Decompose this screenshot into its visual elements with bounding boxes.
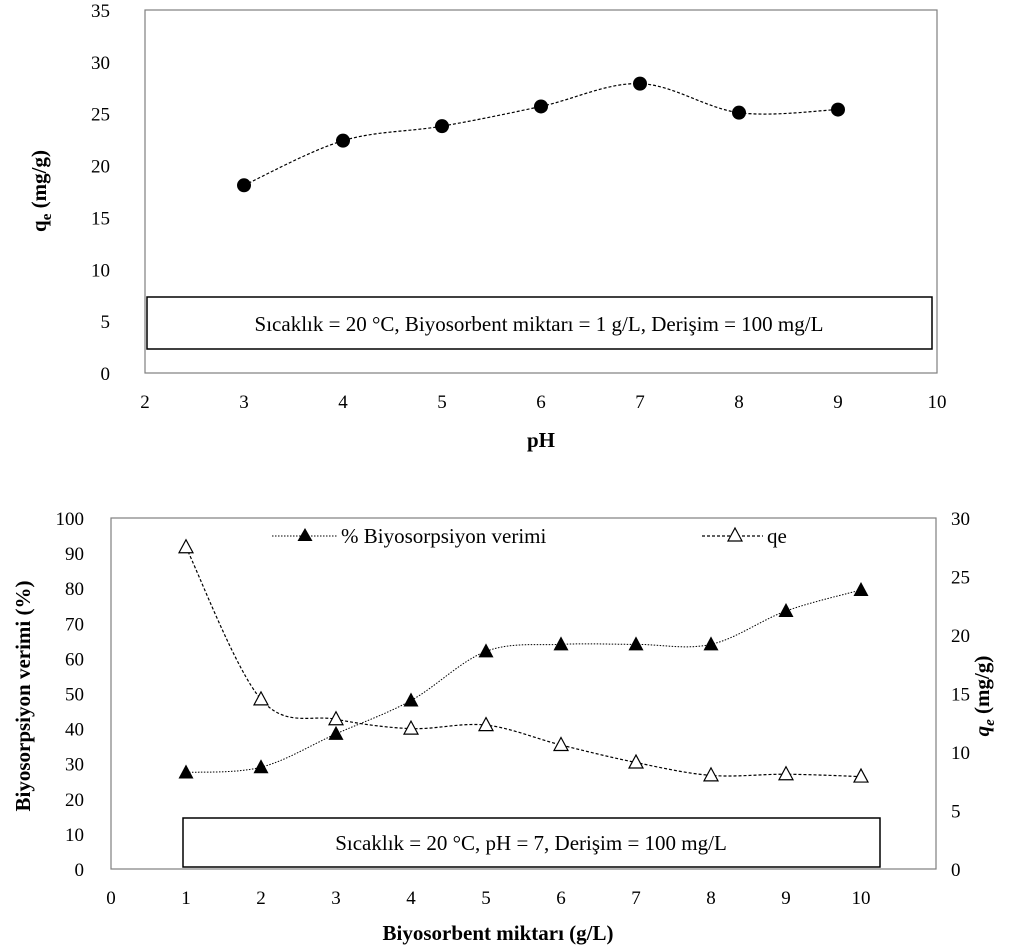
data-point xyxy=(831,102,845,117)
yield-point xyxy=(703,636,719,651)
y-tick-label: 90 xyxy=(65,544,84,565)
x-tick-label: 10 xyxy=(928,392,947,413)
x-tick-label: 6 xyxy=(536,392,546,413)
conditions-note: Sıcaklık = 20 °C, pH = 7, Derişim = 100 … xyxy=(335,831,727,855)
conditions-box xyxy=(146,296,933,350)
x-tick-label: 9 xyxy=(781,888,791,909)
legend-qe-marker xyxy=(726,526,744,542)
y-tick-label: 30 xyxy=(65,755,84,776)
x-tick-label: 7 xyxy=(631,888,641,909)
y2-tick-label: 20 xyxy=(951,626,970,647)
dosage-chart: 0 10 20 30 40 50 60 70 80 90 100 0 5 10 15 20 25 30 0 1 2 3… xyxy=(11,509,998,945)
y-tick-label: 10 xyxy=(65,825,84,846)
data-point xyxy=(237,178,251,193)
qe-point xyxy=(402,719,420,735)
x-tick-label: 8 xyxy=(734,392,744,413)
y2-tick-label: 25 xyxy=(951,568,970,589)
conditions-note: Sıcaklık = 20 °C, Biyosorbent miktarı = … xyxy=(255,312,824,336)
y-axis-title: qe (mg/g) xyxy=(27,150,55,232)
plot-area-border xyxy=(144,9,938,374)
x-tick-label: 9 xyxy=(833,392,843,413)
yield-point xyxy=(628,636,644,651)
data-point xyxy=(732,105,746,120)
y-tick-label: 20 xyxy=(65,790,84,811)
y-tick-label: 35 xyxy=(91,1,110,22)
x-tick-label: 1 xyxy=(181,888,191,909)
y-tick-label: 30 xyxy=(91,53,110,74)
qe-point xyxy=(627,753,645,769)
y-tick-label: 10 xyxy=(91,260,110,281)
x-tick-label: 7 xyxy=(635,392,645,413)
x-tick-label: 5 xyxy=(481,888,491,909)
y2-tick-label: 10 xyxy=(951,743,970,764)
y2-tick-label: 15 xyxy=(951,685,970,706)
y-tick-label: 5 xyxy=(101,312,111,333)
yield-point xyxy=(178,764,194,779)
x-tick-label: 8 xyxy=(706,888,716,909)
legend-qe-label: qe xyxy=(767,524,787,548)
y-tick-label: 25 xyxy=(91,105,110,126)
x-tick-label: 10 xyxy=(852,888,871,909)
y-tick-label: 15 xyxy=(91,208,110,229)
y-tick-label: 0 xyxy=(101,364,111,385)
y2-tick-label: 5 xyxy=(951,802,961,823)
y-axis-title: Biyosorpsiyon verimi (%) xyxy=(11,581,35,812)
ph-chart: 0 5 10 15 20 25 30 35 2 3 4 5 6 7 8 9 10 Sıcaklık = 20 … xyxy=(27,1,947,452)
qe-curve xyxy=(185,546,862,778)
data-point xyxy=(336,133,350,148)
y-tick-label: 70 xyxy=(65,614,84,635)
data-point xyxy=(435,119,449,134)
x-tick-label: 5 xyxy=(437,392,447,413)
legend-yield-marker xyxy=(297,528,313,541)
x-tick-label: 4 xyxy=(406,888,416,909)
x-tick-label: 3 xyxy=(239,392,249,413)
yield-curve xyxy=(185,589,862,773)
legend-yield-label: % Biyosorpsiyon verimi xyxy=(341,524,546,548)
y-tick-label: 0 xyxy=(75,860,85,881)
qe-point xyxy=(552,736,570,752)
data-point xyxy=(633,76,647,91)
x-tick-label: 2 xyxy=(256,888,266,909)
yield-point xyxy=(403,692,419,707)
yield-point xyxy=(253,759,269,774)
yield-point xyxy=(853,581,869,596)
yield-point xyxy=(328,725,344,740)
y2-tick-label: 30 xyxy=(951,509,970,530)
x-axis-title: pH xyxy=(527,428,555,452)
legend: % Biyosorpsiyon verimi qe xyxy=(272,524,787,548)
y-tick-label: 60 xyxy=(65,649,84,670)
y-tick-label: 40 xyxy=(65,720,84,741)
plot-area-border xyxy=(110,517,937,870)
qe-point xyxy=(852,767,870,783)
qe-point xyxy=(777,765,795,781)
data-point xyxy=(534,99,548,114)
x-axis-title: Biyosorbent miktarı (g/L) xyxy=(383,921,614,945)
y-tick-label: 80 xyxy=(65,579,84,600)
qe-point xyxy=(477,716,495,732)
x-tick-label: 6 xyxy=(556,888,566,909)
y2-tick-label: 0 xyxy=(951,860,961,881)
y-tick-label: 50 xyxy=(65,685,84,706)
x-tick-label: 2 xyxy=(140,392,150,413)
yield-point xyxy=(553,636,569,651)
qe-point xyxy=(327,710,345,726)
y-tick-label: 20 xyxy=(91,157,110,178)
qe-point xyxy=(177,538,195,554)
x-tick-label: 0 xyxy=(106,888,116,909)
yield-point xyxy=(478,643,494,658)
y2-axis-title: qe (mg/g) xyxy=(970,656,998,737)
qe-point xyxy=(252,690,270,706)
conditions-box xyxy=(182,817,881,868)
qe-point xyxy=(702,766,720,782)
qe-curve xyxy=(243,83,839,186)
x-tick-label: 3 xyxy=(331,888,341,909)
yield-point xyxy=(778,603,794,618)
y-tick-label: 100 xyxy=(56,509,85,530)
x-tick-label: 4 xyxy=(338,392,348,413)
